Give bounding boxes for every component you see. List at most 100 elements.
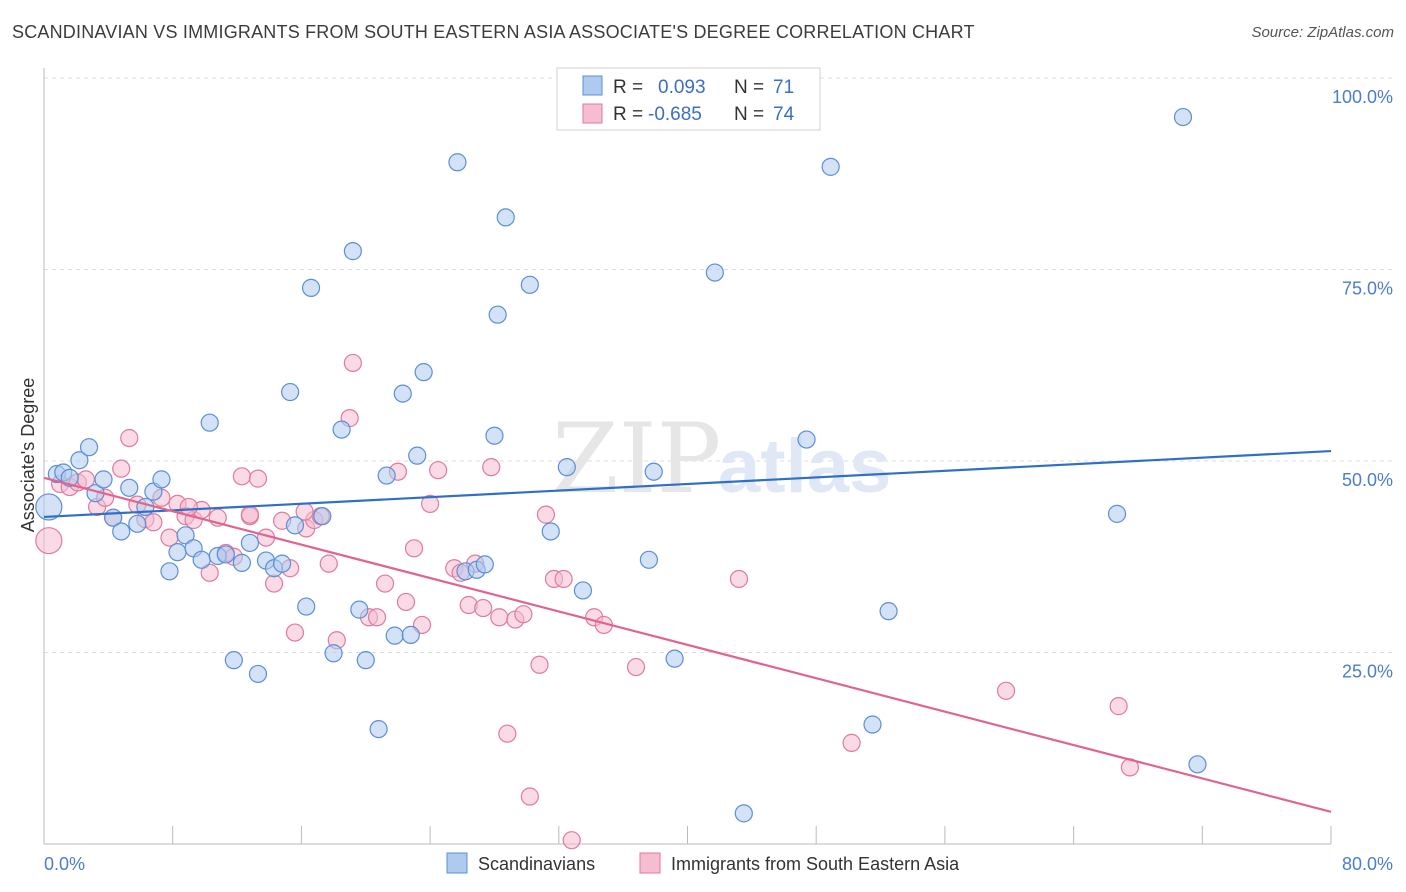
scandinavian-point <box>350 600 369 619</box>
watermark-zip: ZIP <box>552 403 721 515</box>
immigrant-point <box>562 831 581 850</box>
immigrant-point <box>554 569 573 589</box>
immigrant-point <box>482 458 501 477</box>
scandinavian-point <box>224 651 243 670</box>
scandinavian-point <box>60 468 79 487</box>
legend-label-immigrants: Immigrants from South Eastern Asia <box>671 854 960 874</box>
x-tick-label: 0.0% <box>44 854 85 874</box>
scandinavian-point <box>385 626 404 645</box>
immigrant-point <box>490 608 509 627</box>
scandinavian-point <box>573 581 593 600</box>
scandinavian-point <box>541 522 560 541</box>
scandinavian-point <box>414 363 433 382</box>
scandinavian-point <box>343 242 362 261</box>
scandinavian-point <box>475 555 494 574</box>
scandinavian-point <box>665 649 684 668</box>
scandinavian-point <box>152 470 171 489</box>
scandinavian-point <box>448 153 467 172</box>
immigrant-point <box>120 428 139 448</box>
y-tick-label: 50.0% <box>1342 470 1393 490</box>
scandinavian-point <box>297 597 316 616</box>
scandinavian-point <box>863 715 882 734</box>
immigrants-trend-line <box>43 476 1332 813</box>
immigrant-point <box>396 592 416 612</box>
stats-legend: R = 0.093 N = 71 R = -0.685 N = 74 <box>556 67 821 131</box>
immigrant-point <box>404 539 424 558</box>
legend-label-scandinavians: Scandinavians <box>478 854 595 874</box>
series-scandinavians-points <box>35 107 1207 823</box>
scandinavian-point <box>705 263 724 282</box>
scandinavian-point <box>488 305 507 324</box>
immigrant-point <box>520 787 539 806</box>
legend-swatch-scandinavians <box>446 852 468 874</box>
tick-labels: 25.0% 50.0% 75.0% 100.0% 0.0% 80.0% <box>44 87 1393 874</box>
scandinavian-point <box>79 438 99 457</box>
chart-title: SCANDINAVIAN VS IMMIGRANTS FROM SOUTH EA… <box>12 22 975 42</box>
scandinavian-point <box>734 804 753 823</box>
legend-swatch-immigrants <box>639 852 661 874</box>
scandinavian-point <box>313 507 332 526</box>
scandinavian-point <box>377 466 396 485</box>
scandinavian-point <box>272 554 292 573</box>
scandinavian-point <box>35 493 63 521</box>
stats-n-label-2: N = <box>734 104 764 125</box>
immigrant-point <box>375 574 395 593</box>
scandinavian-point <box>281 382 300 402</box>
immigrant-point <box>729 569 749 589</box>
axes <box>43 68 1332 845</box>
scandinavian-point <box>240 533 260 553</box>
scandinavian-point <box>232 553 251 572</box>
scandinavian-point <box>112 522 131 541</box>
source-label: Source: ZipAtlas.com <box>1251 24 1394 41</box>
scandinavian-point <box>1107 504 1127 523</box>
immigrant-point <box>1109 697 1128 716</box>
immigrant-point <box>232 467 251 486</box>
scandinavian-point <box>393 384 412 403</box>
immigrant-point <box>319 554 338 573</box>
immigrant-point <box>343 353 362 373</box>
scandinavian-point <box>797 430 816 449</box>
y-tick-label: 25.0% <box>1342 662 1393 682</box>
immigrant-point <box>626 657 646 677</box>
stats-n-value-1: 71 <box>773 77 794 98</box>
scandinavian-point <box>821 157 840 176</box>
immigrant-point <box>842 733 861 752</box>
scandinavian-point <box>356 651 375 670</box>
scandinavian-point <box>248 664 268 684</box>
immigrant-point <box>474 598 493 618</box>
scandinavian-point <box>644 462 663 481</box>
immigrant-point <box>240 505 260 524</box>
stats-swatch-pink <box>582 103 603 124</box>
immigrant-point <box>264 574 284 593</box>
immigrant-point <box>536 505 556 524</box>
scandinavian-point <box>1188 755 1207 774</box>
immigrant-point <box>530 655 549 674</box>
stats-swatch-blue <box>582 75 603 96</box>
scandinavian-point <box>408 446 427 465</box>
scandinavian-point <box>128 514 147 533</box>
immigrant-point <box>144 513 163 532</box>
trend-lines <box>43 449 1332 813</box>
immigrant-point <box>367 608 387 627</box>
scandinavian-point <box>160 562 179 581</box>
scandinavian-point <box>285 516 305 535</box>
scandinavian-point <box>520 275 539 294</box>
immigrant-point <box>248 469 268 488</box>
stats-n-value-2: 74 <box>773 104 795 125</box>
stats-r-value-2: -0.685 <box>648 104 702 125</box>
immigrant-point <box>996 681 1016 700</box>
immigrant-point <box>285 623 305 642</box>
scandinavian-point <box>200 413 219 432</box>
stats-r-label-1: R = <box>613 77 643 98</box>
bottom-legend: Scandinavians Immigrants from South East… <box>446 852 960 874</box>
scandinavian-point <box>401 625 420 644</box>
immigrant-point <box>112 459 131 478</box>
stats-r-value-1: 0.093 <box>658 77 706 98</box>
scandinavian-point <box>557 458 576 477</box>
scandinavian-point <box>120 478 139 497</box>
y-tick-label: 100.0% <box>1332 87 1393 107</box>
scandinavian-point <box>324 644 343 663</box>
scandinavian-point <box>332 420 351 439</box>
scandinavians-trend-line <box>43 449 1332 519</box>
